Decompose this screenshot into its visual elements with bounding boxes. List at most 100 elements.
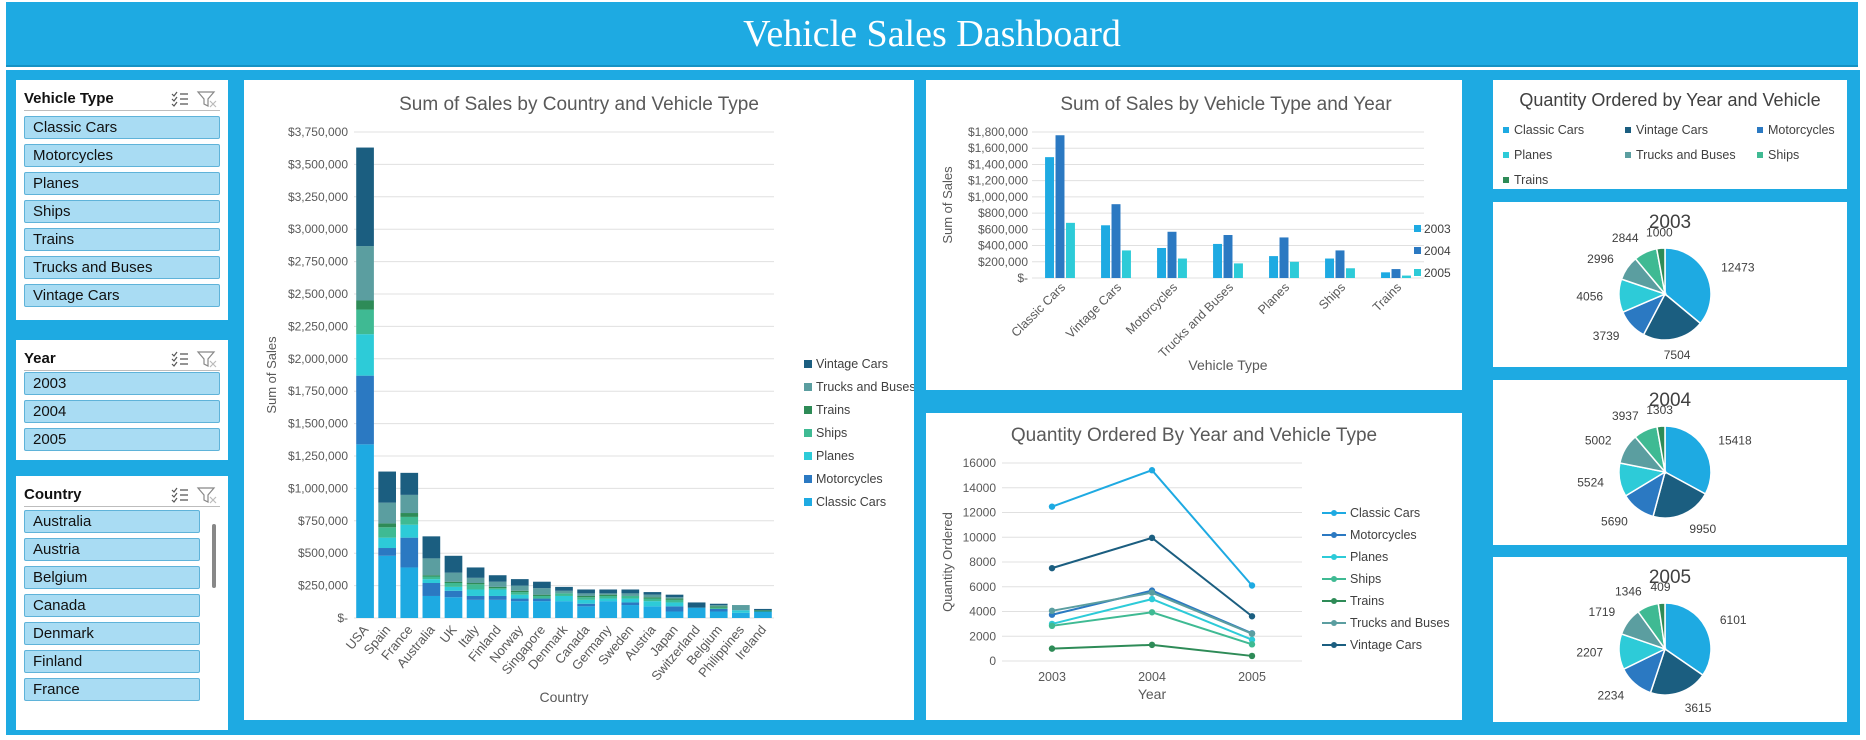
bar-segment: [577, 599, 595, 604]
legend-label: 2004: [1424, 244, 1451, 258]
multi-select-icon[interactable]: [171, 351, 188, 367]
bar-segment: [356, 444, 374, 618]
slicer-item-2003[interactable]: 2003: [24, 372, 220, 395]
slicer-item-australia[interactable]: Australia: [24, 510, 200, 533]
multi-select-icon[interactable]: [171, 487, 188, 503]
country-slicer-icons: [170, 486, 220, 509]
legend-label: Ships: [816, 426, 847, 440]
legend-swatch: [1503, 127, 1509, 133]
data-point: [1148, 595, 1156, 603]
slicer-item-austria[interactable]: Austria: [24, 538, 200, 561]
qty-by-year-type-panel: Quantity Ordered By Year and Vehicle Typ…: [926, 413, 1462, 720]
data-point: [1248, 636, 1256, 643]
pie-slice: [1655, 247, 1666, 295]
bar-segment: [400, 537, 419, 568]
pie-data-label: 6101: [1720, 613, 1747, 627]
slicer-item-belgium[interactable]: Belgium: [24, 566, 200, 589]
slicer-item-canada[interactable]: Canada: [24, 594, 200, 617]
bar-segment: [665, 598, 684, 600]
legend-label: Motorcycles: [1350, 528, 1417, 542]
legend-swatch: [1503, 177, 1509, 183]
y-tick-label: $1,250,000: [288, 449, 348, 463]
y-tick-label: $1,500,000: [288, 417, 348, 431]
vehicle-type-slicer-header: Vehicle Type: [24, 88, 220, 111]
pie-2003-chart: 2003 12473 7504 3739 4056 2996 2844 1000: [1576, 212, 1754, 362]
bar-segment: [422, 579, 441, 584]
clear-filter-icon[interactable]: [196, 351, 217, 368]
x-tick-label: Vintage Cars: [1063, 280, 1124, 341]
x-tick-label: Planes: [1255, 280, 1292, 317]
bar: [1223, 235, 1233, 278]
bar-segment: [665, 594, 684, 598]
y-tick-label: $1,000,000: [288, 481, 348, 495]
y-tick-label: 12000: [963, 506, 997, 520]
vehicle-type-slicer-title: Vehicle Type: [24, 90, 114, 107]
legend-label: Trucks and Buses: [1636, 148, 1736, 162]
bar: [1279, 237, 1289, 278]
slicer-item-2004[interactable]: 2004: [24, 400, 220, 423]
country-slicer: Country Australia Austria Belgium Canada Den…: [16, 476, 228, 730]
legend-swatch: [1414, 247, 1421, 254]
slicer-item-denmark[interactable]: Denmark: [24, 622, 200, 645]
y-tick-label: $200,000: [978, 255, 1028, 269]
bar-segment: [510, 579, 529, 586]
pie-data-label: 3615: [1685, 701, 1712, 715]
slicer-item-trains[interactable]: Trains: [24, 228, 220, 251]
data-point: [1248, 641, 1256, 648]
bar-segment: [378, 471, 396, 503]
slicer-item-2005[interactable]: 2005: [24, 428, 220, 451]
slicer-item-finland[interactable]: Finland: [24, 650, 200, 673]
slicer-item-motorcycles[interactable]: Motorcycles: [24, 144, 220, 167]
bar-segment: [665, 606, 684, 612]
bar-segment: [510, 585, 529, 591]
clear-filter-icon[interactable]: [196, 487, 217, 504]
y-tick-label: $800,000: [978, 206, 1028, 220]
bar-segment: [488, 599, 507, 618]
chart-title: Quantity Ordered By Year and Vehicle Typ…: [1011, 425, 1377, 446]
bar-segment: [378, 523, 396, 528]
slicer-item-france[interactable]: France: [24, 678, 200, 701]
y-tick-label: 2000: [969, 629, 996, 643]
pie-data-label: 5524: [1577, 476, 1604, 490]
bar-segment: [444, 590, 463, 598]
data-point: [1048, 564, 1056, 572]
y-tick-label: $1,800,000: [968, 125, 1028, 139]
y-tick-label: 16000: [963, 456, 997, 470]
vehicle-type-slicer: Vehicle Type Classic Cars Motorcycles Plan…: [16, 80, 228, 320]
legend-swatch: [1757, 127, 1763, 133]
slicer-item-trucks-and-buses[interactable]: Trucks and Buses: [24, 256, 220, 279]
bar-segment: [510, 601, 529, 618]
sales-by-type-year-panel: Sum of Sales by Vehicle Type and Year $- $…: [926, 80, 1462, 390]
chart-title: Sum of Sales by Country and Vehicle Type: [399, 94, 759, 115]
bar-segment: [709, 608, 728, 612]
bar-segment: [533, 595, 551, 599]
clear-filter-icon[interactable]: [196, 91, 217, 108]
y-tick-label: $2,250,000: [288, 319, 348, 333]
bar: [1269, 256, 1279, 278]
qty-by-year-type-chart: Quantity Ordered By Year and Vehicle Typ…: [940, 425, 1450, 702]
y-tick-label: $1,600,000: [968, 141, 1028, 155]
country-slicer-scrollbar[interactable]: [212, 524, 216, 588]
bar-segment: [621, 595, 640, 599]
y-tick-label: $1,200,000: [968, 174, 1028, 188]
bar-segment: [466, 599, 485, 618]
pie-legend-panel: Quantity Ordered by Year and Vehicle Clas…: [1493, 80, 1847, 189]
bar-segment: [510, 592, 529, 595]
y-tick-label: $2,750,000: [288, 255, 348, 269]
x-tick-label: Motorcycles: [1123, 280, 1180, 337]
legend-label: Ships: [1768, 148, 1799, 162]
bar-segment: [599, 598, 618, 602]
slicer-item-classic-cars[interactable]: Classic Cars: [24, 116, 220, 139]
chart-title: Quantity Ordered by Year and Vehicle: [1519, 90, 1820, 110]
bar: [1167, 231, 1177, 278]
data-point: [1248, 582, 1256, 589]
legend-label: Vintage Cars: [816, 357, 888, 371]
data-point: [1248, 652, 1256, 660]
slicer-item-ships[interactable]: Ships: [24, 200, 220, 223]
pie-slice: [1657, 602, 1666, 650]
slicer-item-vintage-cars[interactable]: Vintage Cars: [24, 284, 220, 307]
multi-select-icon[interactable]: [171, 91, 188, 107]
slicer-item-planes[interactable]: Planes: [24, 172, 220, 195]
bar-segment: [643, 606, 662, 618]
pie-data-label: 409: [1650, 580, 1670, 594]
